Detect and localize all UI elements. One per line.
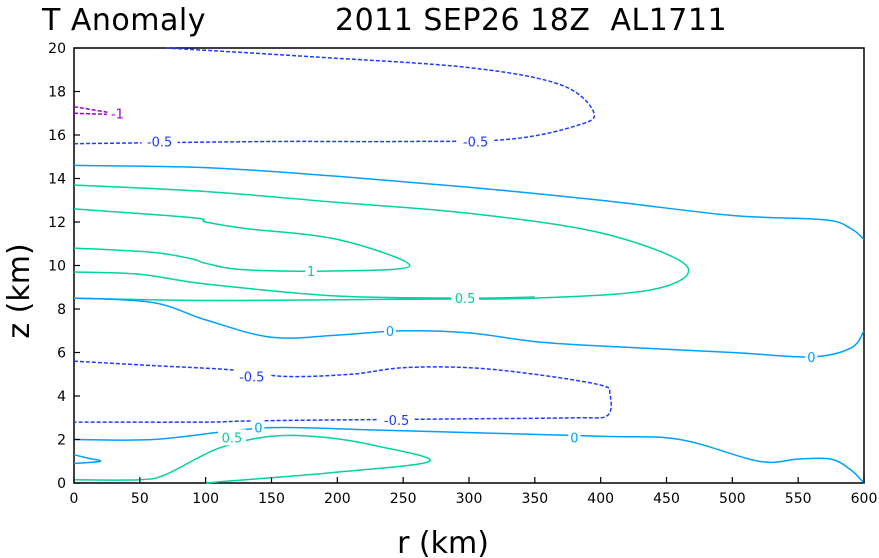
plot-frame (73, 47, 865, 484)
contour-lines (73, 47, 865, 484)
contour-label: 1 (307, 265, 315, 280)
x-axis-ticks: 0 50 100 150 200 250 300 350 400 450 500 550 600 (70, 477, 878, 507)
y-tick-label: 0 (57, 476, 66, 492)
y-tick-label: 16 (48, 128, 66, 144)
x-tick-label: 400 (587, 491, 614, 507)
contour-line-level-0 (73, 453, 102, 465)
y-tick-label: 4 (57, 389, 66, 405)
x-tick-label: 50 (131, 491, 149, 507)
x-tick-label: 0 (70, 491, 79, 507)
y-tick-label: 10 (48, 259, 66, 275)
contour-label-background (568, 429, 581, 446)
y-tick-label: 8 (57, 302, 66, 318)
x-axis-label: r (km) (397, 526, 489, 558)
contour-label: 0 (254, 422, 262, 437)
contour-label-background (457, 133, 494, 150)
contour-label-background (252, 419, 265, 436)
contour-label: 0.5 (455, 292, 476, 307)
contour-line-level-0p5 (73, 434, 431, 484)
contour-label: -0.5 (147, 136, 172, 151)
x-tick-label: 450 (653, 491, 680, 507)
y-tick-label: 12 (48, 215, 66, 231)
contour-label-background (107, 105, 128, 122)
x-tick-label: 500 (719, 491, 746, 507)
contour-line-level-0 (73, 297, 865, 358)
contour-label-background (305, 262, 317, 279)
chart-subtitle: 2011 SEP26 18Z AL1711 (335, 3, 727, 38)
contour-label-background (218, 429, 246, 446)
x-tick-label: 350 (521, 491, 548, 507)
contour-label: -1 (111, 107, 124, 122)
contour-label: -0.5 (463, 136, 488, 151)
contour-label-background (384, 322, 396, 339)
contour-label: 0 (807, 351, 815, 366)
contour-label-background (378, 411, 415, 428)
x-tick-label: 300 (456, 491, 483, 507)
contour-label: -0.5 (384, 414, 409, 429)
contour-label-background (805, 348, 818, 365)
x-tick-label: 200 (324, 491, 351, 507)
y-tick-label: 18 (48, 85, 66, 101)
contour-line-level-0 (73, 164, 865, 240)
contour-label-background (451, 290, 480, 307)
contour-line-level-0 (73, 426, 865, 484)
contour-label-background (141, 133, 178, 150)
contour-label: 0.5 (222, 431, 243, 446)
contour-line-level-neg0p5 (73, 360, 612, 423)
y-tick-label: 14 (48, 172, 66, 188)
contour-line-level-neg0p5 (73, 47, 596, 145)
x-tick-label: 600 (851, 491, 878, 507)
y-tick-label: 2 (57, 433, 66, 449)
contour-line-level-neg1 (73, 105, 114, 115)
contour-label: 0 (570, 431, 578, 446)
contour-line-level-0p5 (73, 184, 690, 302)
contour-label: -0.5 (239, 370, 264, 385)
contour-line-level-neg1 (73, 112, 107, 116)
y-axis-label: z (km) (2, 243, 37, 338)
y-tick-label: 20 (48, 41, 66, 57)
x-tick-label: 250 (390, 491, 417, 507)
contour-label-background (233, 368, 270, 385)
chart-title: T Anomaly (41, 3, 206, 38)
contour-line-level-1 (73, 208, 411, 273)
x-tick-label: 550 (785, 491, 812, 507)
x-tick-label: 100 (192, 491, 219, 507)
y-tick-label: 6 (57, 346, 66, 362)
x-tick-label: 150 (258, 491, 285, 507)
contour-label: 0 (386, 325, 394, 340)
contour-labels: -1 -0.5 -0.5 1 0.5 0 0 -0.5 -0.5 0 0.5 0 (107, 105, 818, 446)
y-axis-ticks: 0 2 4 6 8 10 12 14 16 18 20 (48, 41, 80, 492)
